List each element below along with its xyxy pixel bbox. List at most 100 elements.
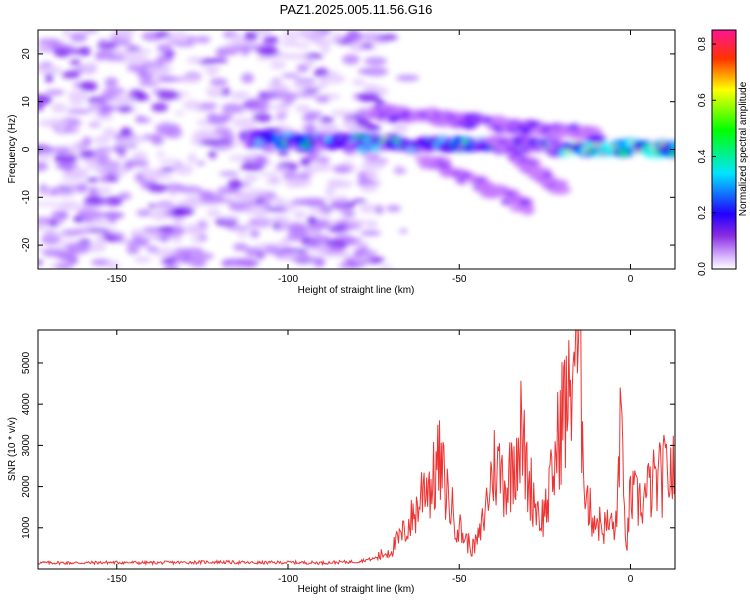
noise-blob <box>67 90 88 102</box>
noise-blob <box>241 103 268 110</box>
noise-blob <box>123 160 134 171</box>
noise-blob <box>364 170 377 180</box>
noise-blob <box>163 37 188 43</box>
noise-blob <box>296 63 309 73</box>
noise-blob <box>236 231 249 238</box>
y-tick-label: -20 <box>21 237 32 252</box>
noise-blob <box>44 73 54 83</box>
noise-blob <box>94 147 115 152</box>
noise-blob <box>38 221 47 231</box>
noise-blob <box>276 108 290 115</box>
noise-blob <box>305 200 325 208</box>
ridge-core <box>522 206 534 213</box>
noise-blob <box>160 234 169 243</box>
noise-blob <box>306 238 322 248</box>
noise-blob <box>233 45 260 52</box>
noise-blob <box>68 100 85 106</box>
noise-blob <box>258 172 278 177</box>
colorbar: 0.0 0.2 0.4 0.6 0.8 Normalized spectral ampl… <box>697 29 749 276</box>
noise-blob <box>38 246 44 252</box>
y-tick-label: 5000 <box>21 351 32 374</box>
noise-blob <box>91 258 111 267</box>
noise-blob <box>201 66 222 71</box>
noise-blob <box>51 102 67 114</box>
noise-blob <box>95 168 120 173</box>
noise-blob <box>232 243 249 252</box>
noise-blob <box>330 109 354 117</box>
noise-blob <box>245 247 264 258</box>
noise-blob <box>357 92 381 103</box>
noise-blob <box>295 104 311 114</box>
ridge-core <box>434 112 441 117</box>
noise-blob <box>91 115 115 121</box>
noise-blob <box>85 177 100 183</box>
noise-blob <box>342 209 356 218</box>
noise-blob <box>352 198 367 204</box>
noise-blob <box>306 225 327 230</box>
noise-blob <box>38 104 44 111</box>
noise-blob <box>273 166 290 173</box>
noise-blob <box>249 229 260 238</box>
noise-blob <box>312 256 326 268</box>
noise-blob <box>262 36 280 43</box>
noise-blob <box>308 163 333 172</box>
noise-blob <box>138 80 160 87</box>
snr-panel: -150 -100 -50 0 1000 2000 3000 4000 5000 Height … <box>7 329 676 595</box>
noise-blob <box>141 134 163 140</box>
noise-blob <box>112 30 137 35</box>
y-tick-label: 20 <box>21 48 32 60</box>
noise-blob <box>206 112 219 124</box>
ridge-core <box>591 137 602 141</box>
noise-blob <box>375 204 384 215</box>
noise-blob <box>71 185 89 191</box>
noise-blob <box>295 42 311 49</box>
noise-blob <box>288 226 311 237</box>
x-tick-label: -100 <box>278 574 298 585</box>
noise-blob <box>317 156 330 164</box>
noise-blob <box>199 234 208 241</box>
x-tick-label: -150 <box>107 274 127 285</box>
noise-blob <box>135 115 146 123</box>
noise-blob <box>93 135 111 145</box>
ridge-core <box>440 121 449 126</box>
noise-blob <box>130 228 146 238</box>
noise-blob <box>217 113 234 122</box>
noise-blob <box>278 221 290 230</box>
noise-blob <box>256 55 270 61</box>
ridge-core <box>668 150 675 157</box>
noise-blob <box>186 56 202 64</box>
noise-blob <box>364 56 388 66</box>
noise-blob <box>268 198 288 203</box>
noise-blob <box>313 123 340 131</box>
x-tick-label: 0 <box>628 274 634 285</box>
noise-blob <box>70 169 89 179</box>
colorbar-gradient <box>711 29 737 270</box>
noise-blob <box>38 38 61 47</box>
noise-blob <box>61 229 88 236</box>
noise-blob <box>325 185 336 197</box>
noise-blob <box>306 123 316 129</box>
noise-blob <box>179 75 201 83</box>
noise-blob <box>359 184 379 193</box>
noise-blob <box>327 225 348 233</box>
noise-blob <box>147 184 169 193</box>
noise-blob <box>147 65 162 72</box>
noise-blob <box>306 147 320 158</box>
noise-blob <box>62 30 72 38</box>
y-tick-label: 1000 <box>21 516 32 539</box>
noise-blob <box>59 200 81 211</box>
noise-blob <box>107 259 120 269</box>
noise-blob <box>102 127 118 138</box>
noise-blob <box>72 141 87 152</box>
noise-blob <box>304 57 315 68</box>
noise-blob <box>146 245 159 253</box>
ridge-core <box>618 150 629 156</box>
noise-blob <box>232 117 257 129</box>
noise-blob <box>290 198 310 206</box>
noise-blob <box>252 113 273 123</box>
noise-blob <box>157 226 175 233</box>
snr-xlabel: Height of straight line (km) <box>298 584 415 595</box>
noise-blob <box>88 186 99 196</box>
